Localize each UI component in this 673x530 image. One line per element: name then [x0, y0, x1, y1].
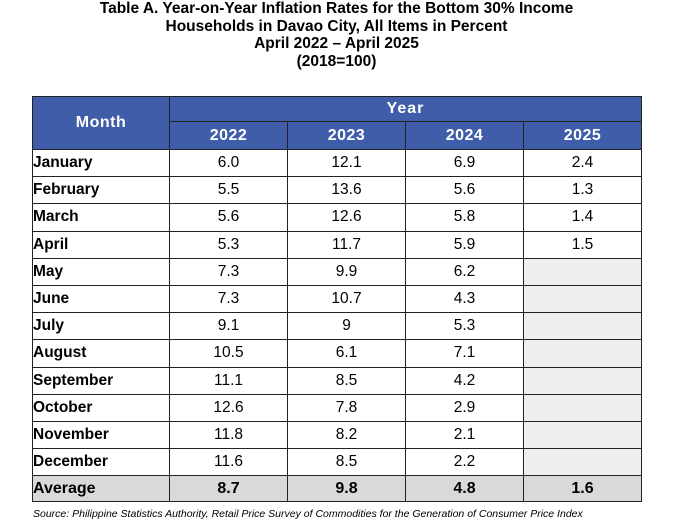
value-cell: 8.2 [288, 421, 406, 448]
empty-cell [524, 285, 642, 312]
table-row: April 5.3 11.7 5.9 1.5 [33, 231, 642, 258]
table-row: September 11.1 8.5 4.2 [33, 367, 642, 394]
value-cell: 12.6 [288, 204, 406, 231]
value-cell: 5.3 [170, 231, 288, 258]
empty-cell [524, 449, 642, 476]
year-group-header: Year [170, 97, 642, 122]
value-cell: 2.9 [406, 394, 524, 421]
average-row: Average 8.7 9.8 4.8 1.6 [33, 476, 642, 502]
table-row: May 7.3 9.9 6.2 [33, 258, 642, 285]
empty-cell [524, 313, 642, 340]
table-row: October 12.6 7.8 2.9 [33, 394, 642, 421]
value-cell: 2.1 [406, 421, 524, 448]
value-cell: 6.2 [406, 258, 524, 285]
month-cell: May [33, 258, 170, 285]
title-line-1: Table A. Year-on-Year Inflation Rates fo… [0, 0, 673, 18]
empty-cell [524, 258, 642, 285]
table-row: January 6.0 12.1 6.9 2.4 [33, 150, 642, 177]
value-cell: 4.2 [406, 367, 524, 394]
value-cell: 1.4 [524, 204, 642, 231]
value-cell: 11.1 [170, 367, 288, 394]
value-cell: 6.0 [170, 150, 288, 177]
month-cell: October [33, 394, 170, 421]
value-cell: 6.9 [406, 150, 524, 177]
empty-cell [524, 421, 642, 448]
month-cell: September [33, 367, 170, 394]
title-line-2: Households in Davao City, All Items in P… [0, 18, 673, 36]
value-cell: 5.3 [406, 313, 524, 340]
year-header-2022: 2022 [170, 122, 288, 150]
value-cell: 11.6 [170, 449, 288, 476]
value-cell: 8.5 [288, 367, 406, 394]
value-cell: 5.5 [170, 177, 288, 204]
value-cell: 7.3 [170, 258, 288, 285]
table-row: November 11.8 8.2 2.1 [33, 421, 642, 448]
value-cell: 10.7 [288, 285, 406, 312]
table-row: March 5.6 12.6 5.8 1.4 [33, 204, 642, 231]
empty-cell [524, 394, 642, 421]
value-cell: 8.5 [288, 449, 406, 476]
value-cell: 6.1 [288, 340, 406, 367]
table-row: July 9.1 9 5.3 [33, 313, 642, 340]
value-cell: 7.3 [170, 285, 288, 312]
average-value-cell: 8.7 [170, 476, 288, 502]
table-row: December 11.6 8.5 2.2 [33, 449, 642, 476]
month-cell: July [33, 313, 170, 340]
average-label: Average [33, 476, 170, 502]
value-cell: 1.5 [524, 231, 642, 258]
source-note: Source: Philippine Statistics Authority,… [33, 508, 583, 520]
value-cell: 4.3 [406, 285, 524, 312]
table-title: Table A. Year-on-Year Inflation Rates fo… [0, 0, 673, 70]
month-cell: December [33, 449, 170, 476]
table-row: June 7.3 10.7 4.3 [33, 285, 642, 312]
table-row: August 10.5 6.1 7.1 [33, 340, 642, 367]
title-line-3: April 2022 – April 2025 [0, 35, 673, 53]
value-cell: 9 [288, 313, 406, 340]
year-header-2025: 2025 [524, 122, 642, 150]
month-cell: March [33, 204, 170, 231]
value-cell: 9.9 [288, 258, 406, 285]
month-cell: November [33, 421, 170, 448]
value-cell: 5.8 [406, 204, 524, 231]
value-cell: 11.7 [288, 231, 406, 258]
average-value-cell: 4.8 [406, 476, 524, 502]
empty-cell [524, 340, 642, 367]
month-cell: August [33, 340, 170, 367]
value-cell: 12.6 [170, 394, 288, 421]
month-cell: February [33, 177, 170, 204]
value-cell: 7.1 [406, 340, 524, 367]
table-body: January 6.0 12.1 6.9 2.4 February 5.5 13.6 5.6 1.… [33, 150, 642, 502]
value-cell: 5.6 [406, 177, 524, 204]
average-value-cell: 1.6 [524, 476, 642, 502]
inflation-table: Month Year 2022 2023 2024 2025 January 6.… [32, 96, 642, 502]
year-header-2023: 2023 [288, 122, 406, 150]
month-cell: June [33, 285, 170, 312]
empty-cell [524, 367, 642, 394]
title-line-4: (2018=100) [0, 53, 673, 71]
month-column-header: Month [33, 97, 170, 150]
month-cell: January [33, 150, 170, 177]
value-cell: 13.6 [288, 177, 406, 204]
value-cell: 11.8 [170, 421, 288, 448]
value-cell: 12.1 [288, 150, 406, 177]
value-cell: 9.1 [170, 313, 288, 340]
value-cell: 7.8 [288, 394, 406, 421]
value-cell: 2.2 [406, 449, 524, 476]
value-cell: 10.5 [170, 340, 288, 367]
value-cell: 1.3 [524, 177, 642, 204]
average-value-cell: 9.8 [288, 476, 406, 502]
value-cell: 2.4 [524, 150, 642, 177]
table-row: February 5.5 13.6 5.6 1.3 [33, 177, 642, 204]
month-cell: April [33, 231, 170, 258]
value-cell: 5.9 [406, 231, 524, 258]
value-cell: 5.6 [170, 204, 288, 231]
year-header-2024: 2024 [406, 122, 524, 150]
